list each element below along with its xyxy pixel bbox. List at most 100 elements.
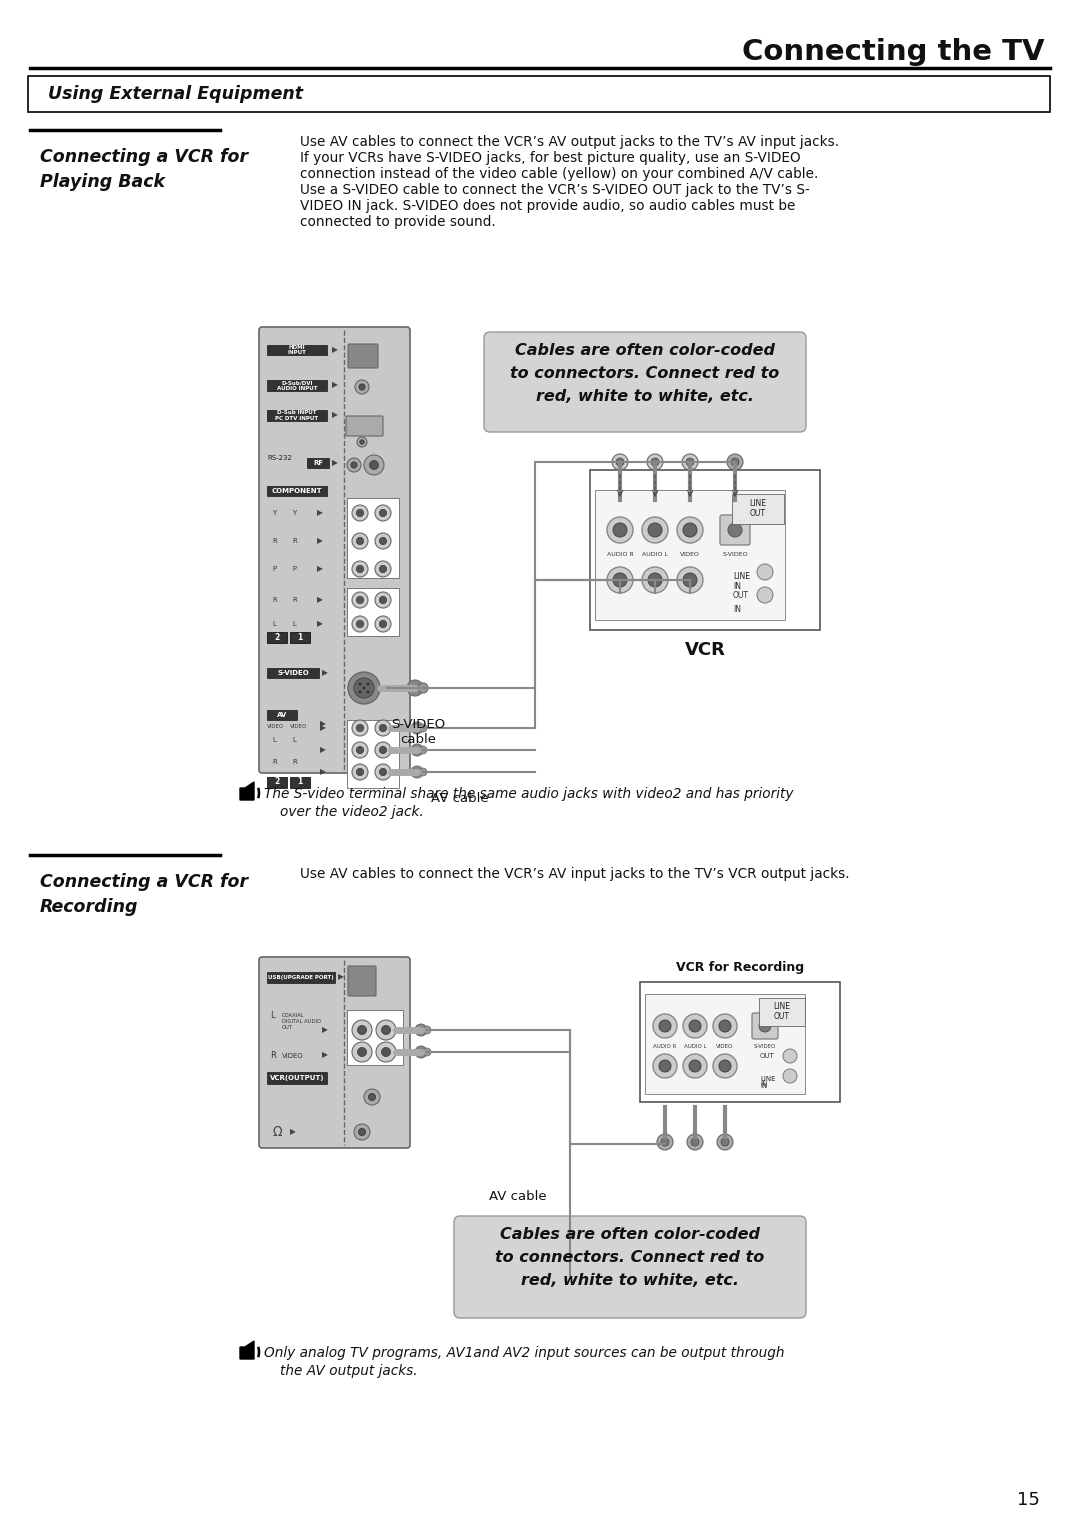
Circle shape [376,1020,396,1040]
Text: RF: RF [313,460,323,466]
Circle shape [419,724,427,731]
Circle shape [653,1014,677,1038]
Text: connected to provide sound.: connected to provide sound. [300,215,496,229]
Circle shape [366,683,369,686]
FancyBboxPatch shape [454,1215,806,1318]
Circle shape [356,538,364,545]
Text: ▶: ▶ [322,1026,328,1034]
Circle shape [651,458,659,466]
Circle shape [359,1128,366,1136]
Text: over the video2 jack.: over the video2 jack. [280,805,423,818]
Circle shape [423,1048,431,1057]
Circle shape [364,455,384,475]
Text: LINE
OUT: LINE OUT [773,1002,791,1022]
Circle shape [357,1048,366,1057]
FancyBboxPatch shape [267,973,335,983]
FancyBboxPatch shape [347,588,399,637]
Circle shape [415,1046,427,1058]
Text: R: R [272,759,276,765]
Circle shape [354,678,374,698]
FancyBboxPatch shape [291,632,310,643]
Circle shape [379,620,387,628]
Text: R: R [292,759,297,765]
Text: AV: AV [276,712,287,718]
FancyBboxPatch shape [645,994,805,1093]
Circle shape [759,1020,771,1032]
Circle shape [642,567,669,592]
Text: Y: Y [272,510,276,516]
Circle shape [613,573,627,586]
Text: Using External Equipment: Using External Equipment [48,86,303,102]
Circle shape [379,538,387,545]
Circle shape [616,458,624,466]
Circle shape [352,721,368,736]
Circle shape [683,1054,707,1078]
Circle shape [783,1069,797,1083]
Circle shape [352,560,368,577]
Polygon shape [240,1341,254,1359]
Circle shape [647,454,663,470]
Text: 2: 2 [274,632,280,641]
Text: Connecting the TV: Connecting the TV [743,38,1045,66]
Text: ▶: ▶ [318,620,323,629]
Circle shape [352,533,368,550]
FancyBboxPatch shape [752,1012,778,1038]
FancyBboxPatch shape [720,515,750,545]
Circle shape [648,524,662,538]
Circle shape [719,1020,731,1032]
Text: ▶: ▶ [318,596,323,605]
Circle shape [719,1060,731,1072]
Text: 1: 1 [297,632,302,641]
Text: D-Sub INPUT
PC DTV INPUT: D-Sub INPUT PC DTV INPUT [275,411,319,421]
Circle shape [683,1014,707,1038]
Circle shape [356,510,364,516]
Circle shape [642,518,669,544]
Polygon shape [240,782,254,800]
Circle shape [352,1020,372,1040]
FancyBboxPatch shape [28,76,1050,111]
FancyBboxPatch shape [267,632,287,643]
Circle shape [657,1135,673,1150]
Circle shape [356,724,364,731]
Circle shape [359,683,362,686]
Circle shape [352,764,368,780]
Circle shape [352,1041,372,1061]
Text: IN: IN [760,1081,767,1087]
FancyBboxPatch shape [595,490,785,620]
Text: 1: 1 [297,777,302,786]
Text: VIDEO: VIDEO [680,551,700,557]
Text: COMPONENT: COMPONENT [272,489,322,495]
Circle shape [691,1138,699,1145]
Circle shape [613,524,627,538]
Text: ▶: ▶ [320,719,326,728]
Text: ▶: ▶ [322,1051,328,1060]
Text: ▶: ▶ [332,458,338,467]
Circle shape [381,1026,391,1034]
Text: ▶: ▶ [320,724,326,733]
Circle shape [379,768,387,776]
Text: R: R [272,538,276,544]
Text: Only analog TV programs, AV1and AV2 input sources can be output through: Only analog TV programs, AV1and AV2 inpu… [264,1345,784,1361]
Text: 2: 2 [274,777,280,786]
Circle shape [686,458,694,466]
Text: IN: IN [733,606,741,614]
Circle shape [356,565,364,573]
Text: Y: Y [292,510,296,516]
Circle shape [648,573,662,586]
Circle shape [360,440,364,444]
Circle shape [411,722,423,734]
Circle shape [355,380,369,394]
Text: Cables are often color-coded
to connectors. Connect red to
red, white to white, : Cables are often color-coded to connecto… [511,344,780,403]
Circle shape [375,764,391,780]
FancyBboxPatch shape [759,999,805,1026]
Circle shape [363,687,365,690]
Circle shape [379,724,387,731]
Circle shape [683,524,697,538]
Text: ▶: ▶ [320,745,326,754]
Text: ▶: ▶ [322,669,328,678]
Circle shape [381,1048,391,1057]
Circle shape [356,768,364,776]
Text: ▶: ▶ [318,565,323,574]
Text: ▶: ▶ [332,345,338,354]
FancyBboxPatch shape [267,486,327,496]
